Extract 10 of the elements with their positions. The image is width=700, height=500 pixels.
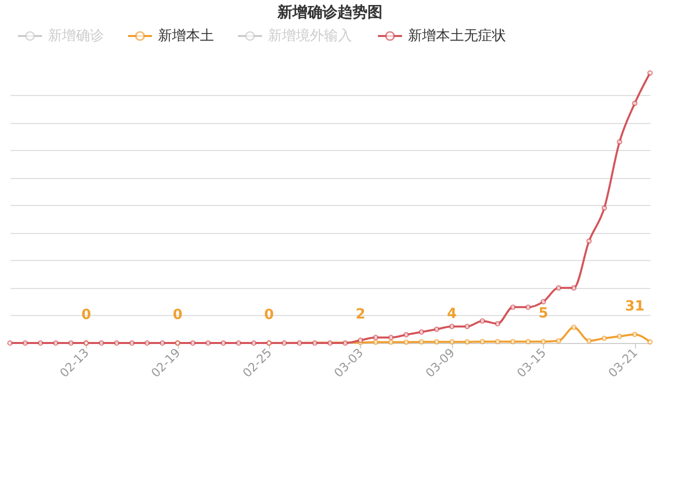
legend-label: 新增本土 bbox=[158, 28, 214, 44]
data-label: 0 bbox=[172, 307, 183, 323]
chart-title: 新增确诊趋势图 bbox=[276, 3, 382, 21]
data-label: 0 bbox=[81, 307, 92, 323]
data-label: 31 bbox=[625, 298, 645, 314]
legend-label: 新增本土无症状 bbox=[408, 28, 506, 44]
data-label: 2 bbox=[356, 306, 366, 322]
data-label: 4 bbox=[447, 306, 458, 322]
data-label: 5 bbox=[538, 306, 548, 322]
data-label: 0 bbox=[264, 307, 274, 323]
